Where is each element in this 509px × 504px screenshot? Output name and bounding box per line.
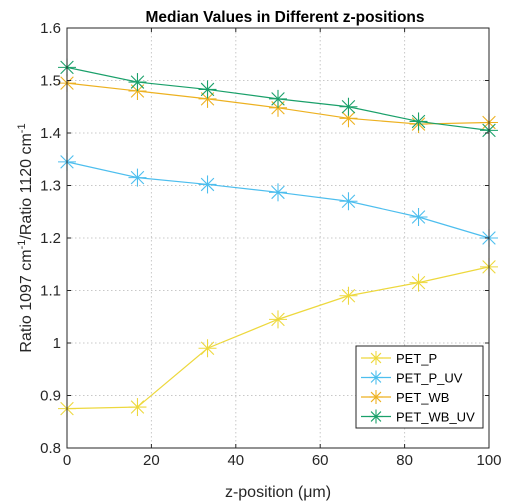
x-tick-label: 0 bbox=[63, 452, 71, 469]
series-pet-wb-uv bbox=[58, 58, 498, 140]
data-point bbox=[198, 80, 217, 99]
data-point bbox=[128, 168, 147, 187]
axis-ticks: 0 20 40 60 80 100 0.8 0.9 1 1.1 1.2 1.3 1.4 1.5 1.6 bbox=[40, 20, 501, 469]
legend-label: PET_P_UV bbox=[396, 371, 463, 386]
y-tick-label: 1.6 bbox=[40, 20, 61, 37]
y-tick-label: 1.3 bbox=[40, 178, 61, 195]
data-point bbox=[339, 286, 358, 305]
legend-item: PET_P_UV bbox=[361, 370, 463, 386]
data-point bbox=[269, 89, 287, 108]
y-axis-label-part-2: /Ratio 1120 cm bbox=[18, 133, 35, 239]
legend-marker bbox=[369, 370, 383, 385]
legend-item: PET_P bbox=[361, 351, 437, 366]
data-point bbox=[269, 310, 287, 329]
x-tick-label: 100 bbox=[476, 452, 501, 469]
y-tick-label: 0.9 bbox=[40, 388, 61, 405]
y-axis-label-part-1: Ratio 1097 cm bbox=[18, 249, 35, 352]
y-tick-label: 1.5 bbox=[40, 73, 61, 90]
y-axis-label-sup-1: -1 bbox=[16, 240, 28, 250]
legend: PET_P PET_P_UV PET_WB PET_WB_UV bbox=[355, 345, 484, 429]
legend-marker bbox=[369, 351, 383, 365]
legend-label: PET_P bbox=[396, 351, 437, 366]
y-tick-label: 1.4 bbox=[40, 125, 61, 142]
series-pet-p-uv bbox=[58, 152, 498, 247]
legend-item: PET_WB_UV bbox=[361, 409, 475, 425]
data-point bbox=[409, 208, 428, 226]
x-tick-label: 40 bbox=[227, 452, 244, 469]
x-tick-label: 80 bbox=[396, 452, 413, 469]
series-pet-p bbox=[58, 257, 498, 418]
legend-label: PET_WB bbox=[396, 390, 449, 405]
y-tick-label: 1.2 bbox=[40, 230, 61, 247]
data-point bbox=[339, 192, 358, 211]
x-axis-label: z-position (μm) bbox=[225, 484, 331, 501]
data-point bbox=[198, 339, 217, 358]
series-lines bbox=[58, 58, 498, 418]
data-point bbox=[269, 183, 287, 202]
y-axis-label: Ratio 1097 cm-1/Ratio 1120 cm-1 bbox=[16, 123, 35, 352]
legend-item: PET_WB bbox=[361, 390, 449, 405]
data-point bbox=[128, 398, 147, 417]
legend-label: PET_WB_UV bbox=[396, 410, 475, 425]
data-point bbox=[409, 112, 428, 131]
y-tick-label: 1 bbox=[53, 335, 61, 352]
chart-title: Median Values in Different z-positions bbox=[145, 9, 424, 26]
legend-marker bbox=[369, 409, 383, 424]
y-tick-label: 0.8 bbox=[40, 440, 61, 457]
legend-marker bbox=[369, 390, 383, 404]
x-tick-label: 20 bbox=[143, 452, 160, 469]
data-point bbox=[339, 97, 358, 116]
y-axis-label-sup-2: -1 bbox=[16, 123, 28, 133]
data-point bbox=[409, 273, 428, 292]
data-point bbox=[339, 109, 358, 128]
x-tick-label: 60 bbox=[312, 452, 329, 469]
y-tick-label: 1.1 bbox=[40, 283, 61, 300]
data-point bbox=[198, 175, 217, 194]
data-point bbox=[128, 73, 147, 92]
